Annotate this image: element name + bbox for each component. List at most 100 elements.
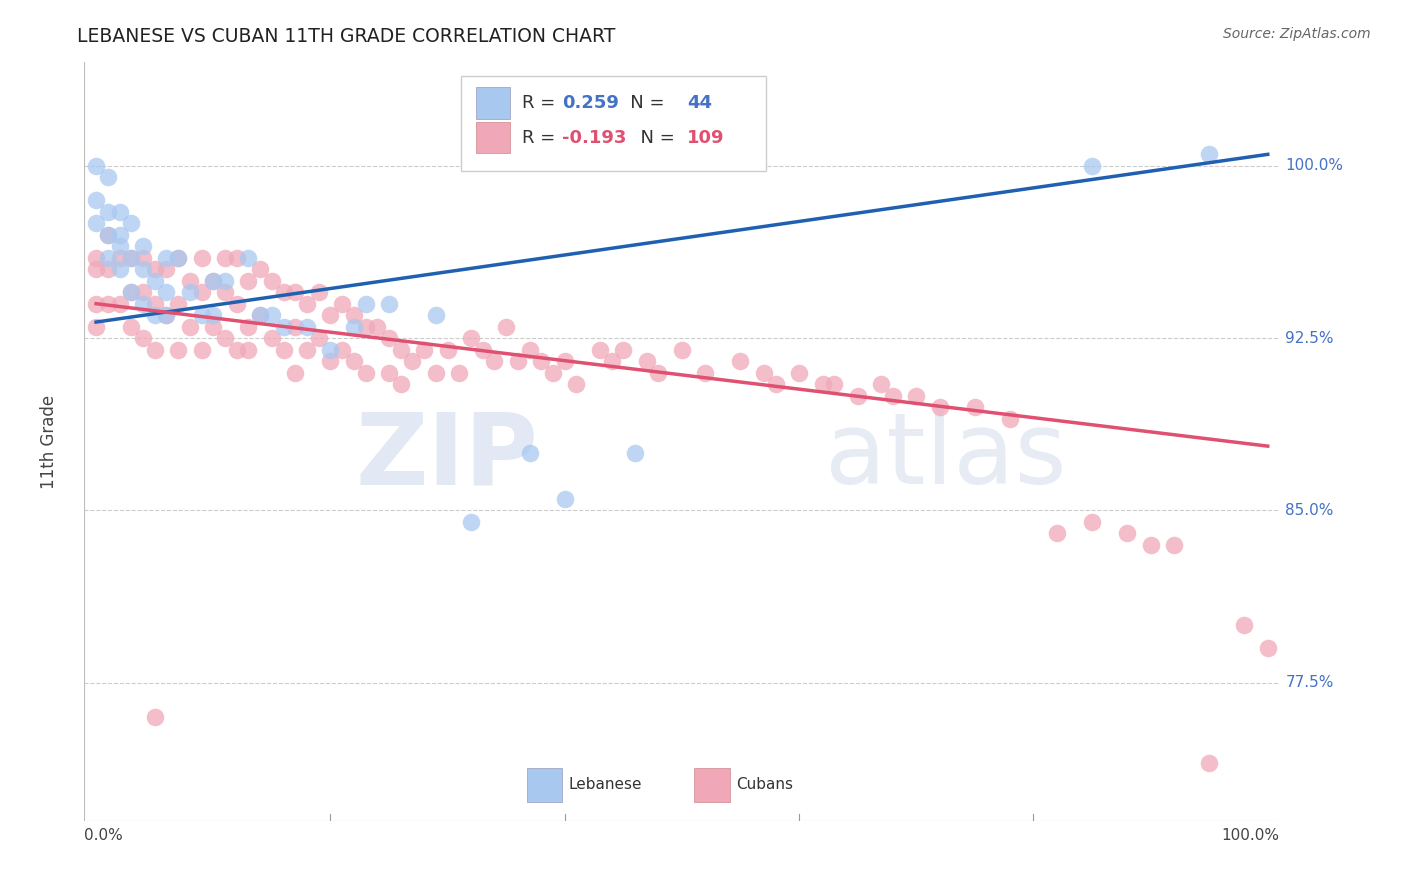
Point	[97, 251, 120, 265]
Text: N =: N =	[613, 95, 669, 112]
Point	[506, 354, 529, 368]
Point	[1081, 159, 1104, 173]
Point	[330, 343, 353, 357]
Point	[1116, 526, 1139, 541]
Point	[238, 343, 260, 357]
Point	[214, 331, 236, 345]
Point	[554, 354, 576, 368]
Point	[460, 331, 482, 345]
Text: 100.0%: 100.0%	[1222, 828, 1279, 843]
Point	[97, 296, 120, 310]
Point	[143, 274, 166, 288]
Point	[143, 710, 166, 724]
Point	[471, 343, 494, 357]
Point	[319, 354, 342, 368]
Point	[541, 366, 564, 380]
Point	[238, 274, 260, 288]
Point	[695, 366, 717, 380]
Text: Lebanese: Lebanese	[568, 777, 643, 792]
Point	[260, 274, 283, 288]
Text: 85.0%: 85.0%	[1285, 503, 1334, 518]
Point	[167, 296, 190, 310]
Point	[84, 262, 107, 277]
Text: -0.193: -0.193	[562, 128, 627, 146]
Point	[108, 239, 131, 253]
Text: 0.259: 0.259	[562, 95, 619, 112]
Point	[97, 170, 120, 185]
Point	[401, 354, 423, 368]
Point	[143, 262, 166, 277]
Point	[495, 319, 517, 334]
Point	[530, 354, 553, 368]
Point	[143, 296, 166, 310]
Point	[436, 343, 458, 357]
Point	[179, 285, 201, 300]
Point	[730, 354, 752, 368]
Point	[928, 400, 950, 414]
Point	[589, 343, 612, 357]
Point	[249, 262, 271, 277]
Point	[366, 319, 388, 334]
Point	[671, 343, 693, 357]
Point	[225, 251, 247, 265]
Text: N =: N =	[630, 128, 681, 146]
Point	[120, 319, 142, 334]
Point	[1257, 641, 1279, 656]
Point	[132, 296, 155, 310]
Point	[273, 285, 295, 300]
Point	[84, 251, 107, 265]
Point	[378, 366, 401, 380]
Text: Source: ZipAtlas.com: Source: ZipAtlas.com	[1223, 27, 1371, 41]
Point	[354, 366, 377, 380]
Point	[1139, 538, 1161, 552]
Point	[155, 308, 177, 322]
Text: atlas: atlas	[825, 409, 1067, 505]
Point	[308, 331, 330, 345]
Point	[647, 366, 669, 380]
Point	[155, 285, 177, 300]
Text: R =: R =	[522, 128, 561, 146]
Point	[765, 377, 787, 392]
Point	[167, 251, 190, 265]
Point	[120, 251, 142, 265]
Point	[636, 354, 658, 368]
Text: 109: 109	[686, 128, 724, 146]
Point	[190, 285, 212, 300]
Point	[97, 227, 120, 242]
Point	[238, 251, 260, 265]
Point	[846, 388, 869, 402]
Point	[84, 216, 107, 230]
Point	[202, 308, 225, 322]
Point	[565, 377, 588, 392]
Point	[143, 343, 166, 357]
Point	[787, 366, 810, 380]
Point	[378, 331, 401, 345]
Point	[260, 331, 283, 345]
Text: 0.0%: 0.0%	[84, 828, 124, 843]
Point	[519, 343, 541, 357]
Point	[378, 296, 401, 310]
FancyBboxPatch shape	[461, 76, 766, 171]
Point	[752, 366, 775, 380]
Point	[97, 204, 120, 219]
Point	[484, 354, 506, 368]
Point	[225, 343, 247, 357]
Point	[905, 388, 928, 402]
Text: LEBANESE VS CUBAN 11TH GRADE CORRELATION CHART: LEBANESE VS CUBAN 11TH GRADE CORRELATION…	[77, 27, 616, 45]
Point	[425, 366, 447, 380]
Point	[1233, 618, 1256, 632]
FancyBboxPatch shape	[527, 767, 562, 802]
Point	[389, 343, 412, 357]
Point	[554, 491, 576, 506]
Point	[190, 308, 212, 322]
Point	[202, 319, 225, 334]
Point	[284, 319, 307, 334]
Point	[354, 296, 377, 310]
Point	[132, 251, 155, 265]
Point	[811, 377, 834, 392]
Point	[120, 251, 142, 265]
Point	[132, 239, 155, 253]
Point	[179, 274, 201, 288]
Point	[330, 296, 353, 310]
Point	[108, 262, 131, 277]
